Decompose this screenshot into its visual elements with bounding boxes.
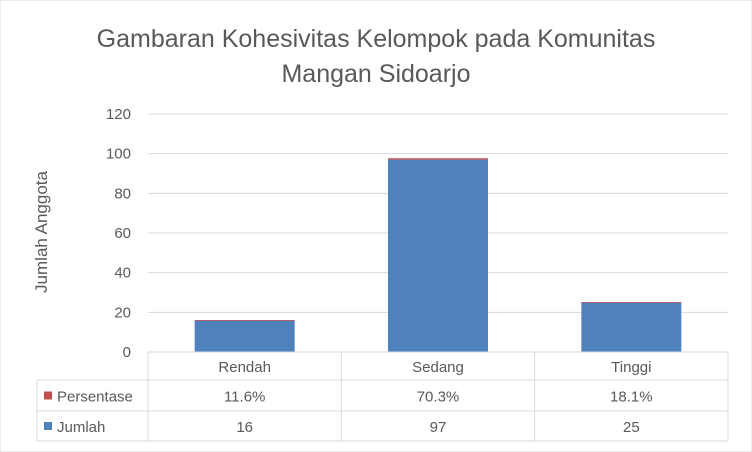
table-cell-persentase-tinggi: 18.1% bbox=[610, 389, 653, 406]
table-cell-persentase-rendah: 11.6% bbox=[224, 389, 265, 406]
y-tick-label-40: 40 bbox=[114, 265, 131, 282]
bar-jumlah-sedang bbox=[388, 159, 488, 352]
category-label-sedang: Sedang bbox=[412, 359, 464, 376]
y-axis-label: Jumlah Anggota bbox=[32, 170, 51, 292]
table-cell-jumlah-tinggi: 25 bbox=[623, 419, 640, 436]
legend-key-jumlah bbox=[44, 422, 52, 430]
bars bbox=[194, 158, 682, 352]
table-cell-persentase-sedang: 70.3% bbox=[417, 389, 460, 406]
y-tick-label-60: 60 bbox=[114, 225, 131, 242]
y-tick-label-120: 120 bbox=[106, 106, 131, 123]
y-tick-label-80: 80 bbox=[114, 185, 131, 202]
category-label-rendah: Rendah bbox=[218, 359, 271, 376]
chart-title-line-1: Gambaran Kohesivitas Kelompok pada Komun… bbox=[97, 25, 656, 53]
data-table: Rendah Sedang Tinggi Persentase 11.6% 70.3% 18… bbox=[36, 351, 729, 442]
bar-persentase-rendah bbox=[194, 320, 295, 321]
y-tick-label-20: 20 bbox=[114, 304, 131, 321]
category-label-tinggi: Tinggi bbox=[611, 359, 651, 376]
table-cell-jumlah-rendah: 16 bbox=[236, 419, 253, 436]
table-cell-jumlah-sedang: 97 bbox=[430, 419, 447, 436]
chart-title-line-2: Mangan Sidoarjo bbox=[281, 60, 470, 88]
table-row-label-persentase: Persentase bbox=[57, 389, 133, 406]
legend-key-persentase bbox=[44, 391, 52, 400]
table-row-label-jumlah: Jumlah bbox=[57, 419, 105, 436]
bar-persentase-tinggi bbox=[581, 302, 682, 303]
y-tick-labels: 0 20 40 60 80 100 120 bbox=[106, 106, 131, 361]
bar-jumlah-tinggi bbox=[581, 302, 682, 352]
y-tick-label-100: 100 bbox=[106, 146, 131, 163]
bar-jumlah-rendah bbox=[194, 320, 295, 352]
bar-persentase-sedang bbox=[388, 158, 488, 160]
y-tick-label-0: 0 bbox=[123, 344, 131, 361]
